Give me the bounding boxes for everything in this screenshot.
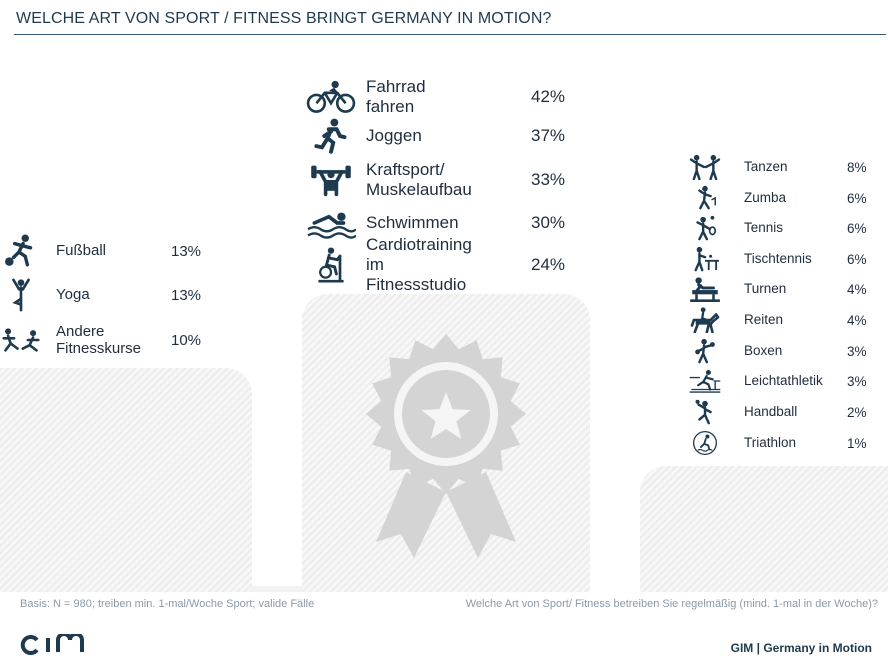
- sport-label: Boxen: [744, 343, 783, 358]
- sport-label: Yoga: [56, 286, 90, 303]
- exercise-bike-icon: [306, 247, 356, 283]
- sport-value: 13%: [171, 286, 202, 304]
- sport-label: Tennis: [744, 220, 784, 235]
- fitness-class-icon: [2, 323, 40, 357]
- sport-label: Schwimmen: [366, 213, 459, 232]
- award-badge-icon: [356, 322, 536, 562]
- sport-label: Leichtathletik: [744, 373, 823, 388]
- sport-value: 24%: [531, 255, 566, 274]
- podium-left: [0, 368, 252, 592]
- sport-value: 3%: [847, 373, 867, 389]
- sport-label: Tanzen: [744, 159, 788, 174]
- sport-value: 3%: [847, 343, 867, 359]
- sport-value: 30%: [531, 213, 566, 232]
- sport-value: 4%: [847, 281, 867, 297]
- sport-value: 1%: [847, 435, 867, 451]
- sport-value: 6%: [847, 190, 867, 206]
- sport-label: Zumba: [744, 190, 787, 205]
- weightlifting-icon: [306, 162, 356, 198]
- podium-base: [252, 586, 302, 592]
- table-tennis-icon: [688, 246, 722, 272]
- brand-line: GIM | Germany in Motion: [730, 641, 872, 655]
- gymnastics-icon: [688, 276, 722, 302]
- title-divider: [14, 34, 886, 35]
- sport-value: 10%: [171, 331, 202, 349]
- sport-value: 13%: [171, 242, 202, 260]
- football-icon: [2, 234, 40, 268]
- sport-value: 6%: [847, 220, 867, 236]
- sport-label: Cardiotraining im Fitnessstudio: [366, 235, 472, 295]
- jogging-icon: [306, 118, 356, 154]
- dance-icon: [688, 154, 722, 180]
- horse-riding-icon: [688, 307, 722, 333]
- sport-value: 37%: [531, 126, 566, 145]
- sport-label: Andere Fitnesskurse: [56, 322, 142, 358]
- footer-basis: Basis: N = 980; treiben min. 1-mal/Woche…: [20, 598, 315, 610]
- sport-label: Fahrrad fahren: [366, 77, 426, 117]
- podium-right: [640, 466, 888, 592]
- sport-label: Handball: [744, 404, 798, 419]
- gim-logo-icon: [20, 632, 88, 656]
- sport-label: Tischtennis: [744, 251, 812, 266]
- footer-question: Welche Art von Sport/ Fitness betreiben …: [465, 598, 878, 610]
- sport-value: 33%: [531, 170, 566, 189]
- sport-value: 8%: [847, 159, 867, 175]
- athletics-icon: [688, 368, 722, 394]
- triathlon-icon: [688, 430, 722, 456]
- sport-value: 6%: [847, 251, 867, 267]
- sport-label: Turnen: [744, 281, 787, 296]
- sport-label: Triathlon: [744, 435, 797, 450]
- boxing-icon: [688, 338, 722, 364]
- page-title: WELCHE ART VON SPORT / FITNESS BRINGT GE…: [16, 10, 552, 27]
- yoga-icon: [2, 278, 40, 312]
- sport-label: Reiten: [744, 312, 784, 327]
- bicycle-icon: [306, 79, 356, 115]
- zumba-icon: [688, 185, 722, 211]
- sport-value: 2%: [847, 404, 867, 420]
- sport-label: Fußball: [56, 242, 107, 259]
- sport-label: Joggen: [366, 126, 422, 145]
- sport-value: 42%: [531, 87, 566, 106]
- tennis-icon: [688, 215, 722, 241]
- sport-value: 4%: [847, 312, 867, 328]
- sport-label: Kraftsport/ Muskelaufbau: [366, 160, 472, 200]
- handball-icon: [688, 399, 722, 425]
- swimming-icon: [306, 205, 356, 241]
